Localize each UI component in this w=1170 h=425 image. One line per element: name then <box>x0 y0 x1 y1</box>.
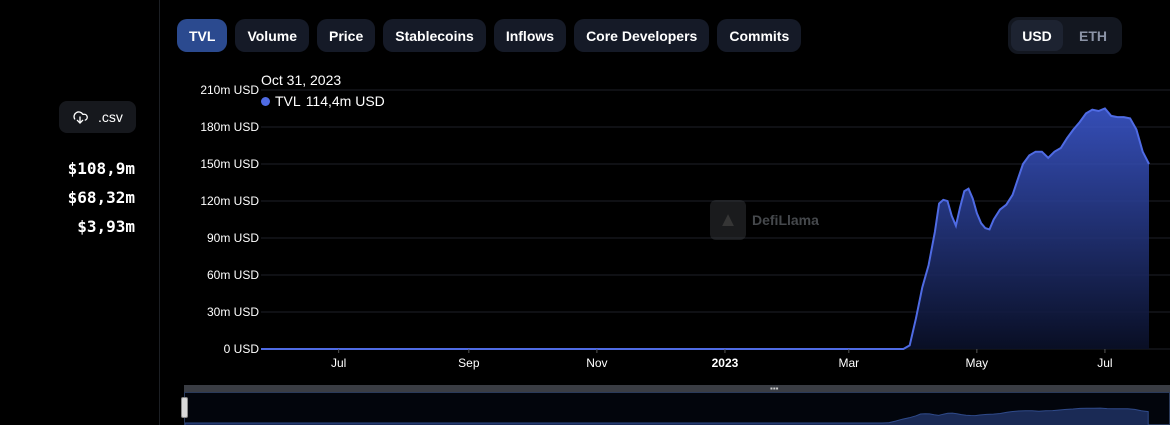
tab-price[interactable]: Price <box>316 19 376 52</box>
y-tick-label: 30m USD <box>207 305 259 319</box>
defillama-watermark: ▲ DefiLlama <box>710 200 819 240</box>
tvl-area-fill <box>261 108 1149 349</box>
series-dot-icon <box>261 96 270 106</box>
tab-volume[interactable]: Volume <box>235 19 309 52</box>
chart-tabs: TVL Volume Price Stablecoins Inflows Cor… <box>177 19 802 52</box>
range-slider-track[interactable] <box>184 385 1170 392</box>
y-tick-label: 180m USD <box>200 120 259 134</box>
tooltip-value: TVL 114,4m USD <box>261 93 385 109</box>
tab-tvl[interactable]: TVL <box>177 19 228 52</box>
stat-value: $108,9m <box>67 159 135 178</box>
left-panel: .csv $108,9m $68,32m $3,93m <box>0 0 160 425</box>
range-grip-icon[interactable]: ▪▪▪ <box>770 384 779 393</box>
x-tick-label: Jul <box>331 356 346 370</box>
stat-value: $3,93m <box>77 217 135 236</box>
cloud-download-icon <box>73 111 88 124</box>
y-tick-label: 60m USD <box>207 268 259 282</box>
currency-eth-button[interactable]: ETH <box>1079 27 1107 44</box>
csv-download-button[interactable]: .csv <box>59 101 136 133</box>
watermark-text: DefiLlama <box>752 212 819 228</box>
tab-stablecoins[interactable]: Stablecoins <box>383 19 486 52</box>
stat-value: $68,32m <box>67 188 135 207</box>
x-tick-label: Nov <box>586 356 607 370</box>
tab-inflows[interactable]: Inflows <box>493 19 567 52</box>
y-tick-label: 120m USD <box>200 194 259 208</box>
llama-logo-icon: ▲ <box>710 200 746 240</box>
x-tick-label: Sep <box>458 356 480 370</box>
range-slider-preview[interactable] <box>184 392 1170 425</box>
stats-list: $108,9m $68,32m $3,93m <box>68 154 135 241</box>
y-tick-label: 210m USD <box>200 83 259 97</box>
tab-core-developers[interactable]: Core Developers <box>574 19 710 52</box>
x-tick-label: May <box>966 356 989 370</box>
x-tick-label: Mar <box>838 356 859 370</box>
tvl-series-line <box>261 107 1150 350</box>
csv-label: .csv <box>98 109 123 125</box>
currency-toggle: USD ETH <box>1008 17 1122 54</box>
range-preview-chart <box>184 407 1149 425</box>
y-tick-label: 0 USD <box>224 342 260 356</box>
x-tick-label: Jul <box>1097 356 1112 370</box>
range-preview-area <box>184 407 1149 425</box>
y-tick-label: 90m USD <box>207 231 259 245</box>
tab-commits[interactable]: Commits <box>717 19 802 52</box>
x-tick-label: 2023 <box>712 356 739 370</box>
tooltip-date: Oct 31, 2023 <box>261 72 342 88</box>
y-tick-label: 150m USD <box>200 157 259 171</box>
range-slider-handle[interactable] <box>181 397 188 418</box>
currency-usd-button[interactable]: USD <box>1011 20 1063 51</box>
tooltip-series-name: TVL <box>275 93 301 109</box>
tvl-chart[interactable]: 0 USD 30m USD 60m USD 90m USD 120m USD 150m U… <box>0 0 1170 385</box>
tooltip-series-value: 114,4m USD <box>305 93 385 109</box>
